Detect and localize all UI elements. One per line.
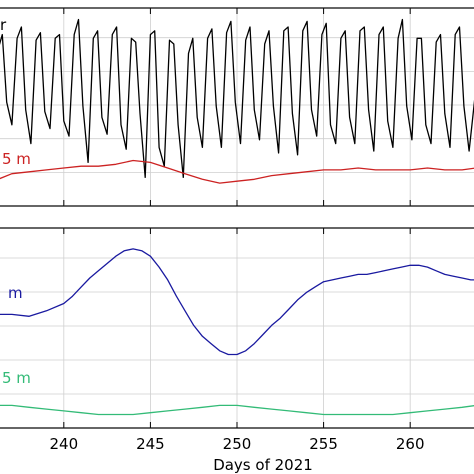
top-panel: r 5 m	[0, 7, 474, 207]
series-line	[0, 159, 474, 184]
series-line	[0, 248, 474, 356]
bottom-panel: 240 245 250 255 260 m 5 m	[0, 227, 474, 453]
x-tick-label: 255	[309, 435, 338, 453]
series-label-fragment: r	[0, 16, 7, 34]
series-label-fragment: m	[8, 284, 23, 302]
x-tick-label: 240	[49, 435, 78, 453]
series-line	[0, 18, 474, 179]
x-tick-label: 245	[136, 435, 165, 453]
x-axis-label: Days of 2021	[213, 456, 313, 474]
x-tick-label: 250	[223, 435, 252, 453]
series-label-fragment: 5 m	[2, 150, 31, 168]
series-label-fragment: 5 m	[2, 369, 31, 387]
series-line	[0, 404, 474, 416]
x-tick-label: 260	[396, 435, 425, 453]
